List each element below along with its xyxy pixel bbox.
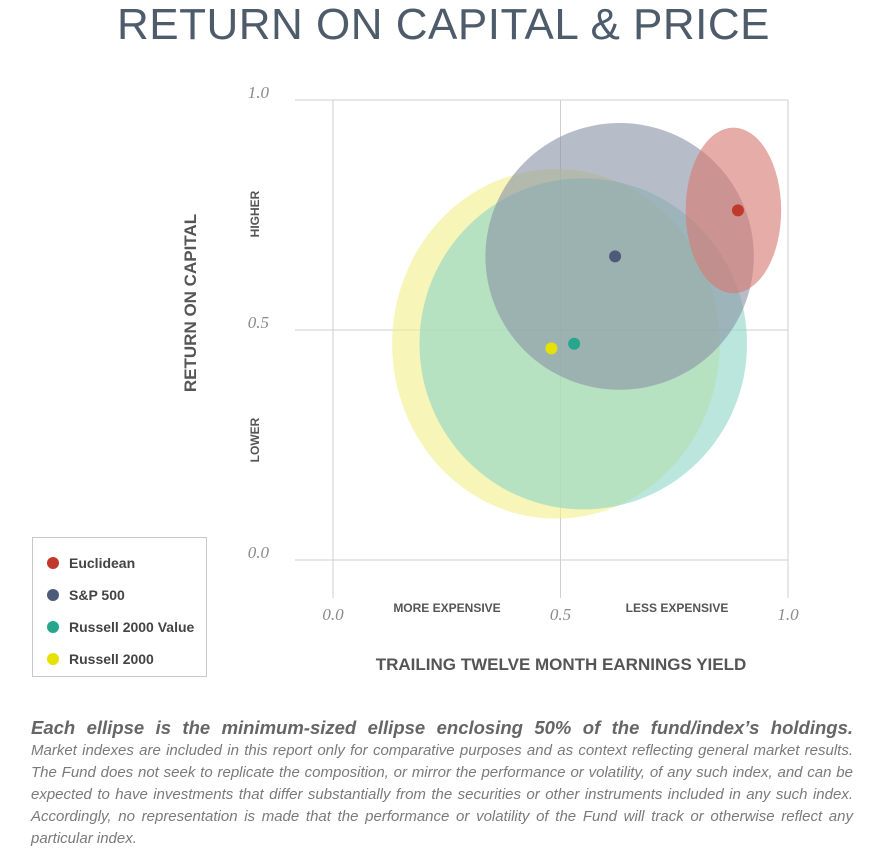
tick-labels: 0.0 0.5 1.0 0.0 0.5 1.0 [248, 83, 799, 624]
x-tick-label: 1.0 [777, 605, 799, 624]
legend-label: S&P 500 [69, 587, 125, 603]
point-layer [545, 204, 744, 355]
footnote-body: Market indexes are included in this repo… [31, 742, 853, 847]
legend-swatch [47, 653, 59, 665]
legend-item-russell-2000: Russell 2000 [47, 643, 206, 675]
x-tick-label: 0.5 [550, 605, 571, 624]
x-axis-title: TRAILING TWELVE MONTH EARNINGS YIELD [376, 655, 747, 674]
x-region-right: LESS EXPENSIVE [626, 601, 729, 615]
legend-swatch [47, 589, 59, 601]
x-region-left: MORE EXPENSIVE [393, 601, 500, 615]
legend-label: Euclidean [69, 555, 136, 571]
legend-label: Russell 2000 [69, 651, 154, 667]
footnote: Each ellipse is the minimum-sized ellips… [31, 716, 853, 850]
y-axis-title: RETURN ON CAPITAL [181, 214, 200, 392]
legend-item-euclidean: Euclidean [47, 547, 206, 579]
point-euclidean [731, 204, 744, 217]
chart-title: RETURN ON CAPITAL & PRICE [116, 0, 771, 49]
x-tick-label: 0.0 [322, 605, 344, 624]
legend-swatch [47, 621, 59, 633]
point-s-p-500 [609, 250, 622, 263]
legend-label: Russell 2000 Value [69, 619, 195, 635]
legend: Euclidean S&P 500 Russell 2000 Value Russel… [32, 537, 207, 677]
legend-swatch [47, 557, 59, 569]
scatter-chart: 0.0 0.5 1.0 0.0 0.5 1.0 MORE EXPENSIVE LESS E… [181, 83, 799, 674]
y-region-top: HIGHER [248, 190, 262, 237]
y-tick-label: 0.5 [248, 313, 269, 332]
y-tick-label: 1.0 [248, 83, 270, 102]
point-russell-2000-value [568, 337, 581, 350]
legend-item-russell-2000-value: Russell 2000 Value [47, 611, 206, 643]
ellipse-layer [392, 123, 782, 519]
y-region-bottom: LOWER [248, 417, 262, 462]
y-tick-label: 0.0 [248, 543, 270, 562]
legend-item-s-p-500: S&P 500 [47, 579, 206, 611]
point-russell-2000 [545, 342, 558, 355]
footnote-headline: Each ellipse is the minimum-sized ellips… [31, 717, 853, 738]
